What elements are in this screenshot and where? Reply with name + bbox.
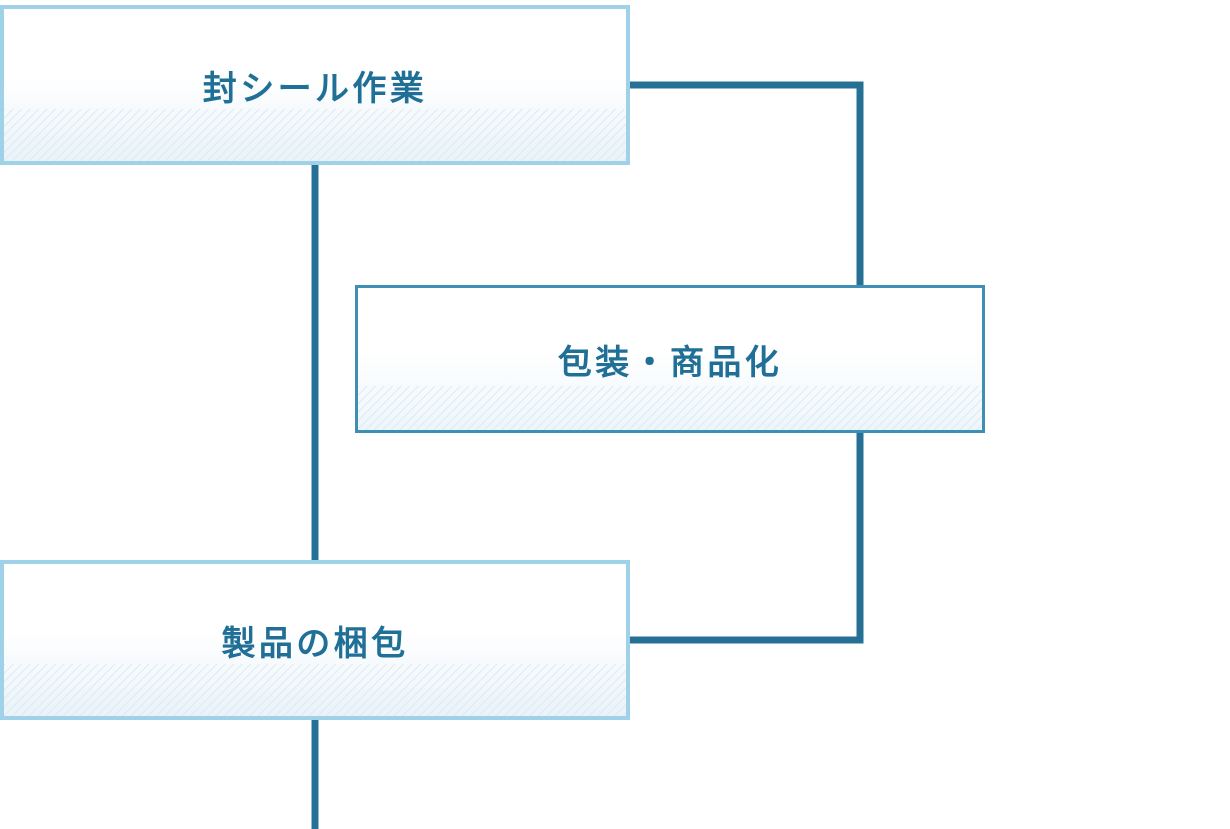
- flow-diagram: 封シール作業包装・商品化製品の梱包: [0, 0, 1230, 829]
- node-label-box: 製品の梱包: [222, 616, 409, 665]
- edge-pack-box: [630, 433, 860, 640]
- edge-seal-pack: [630, 85, 860, 285]
- node-pack: 包装・商品化: [355, 285, 985, 433]
- node-label-pack: 包装・商品化: [558, 335, 782, 384]
- node-seal: 封シール作業: [0, 5, 630, 165]
- hatch-pack: [358, 386, 982, 430]
- hatch-seal: [4, 109, 626, 161]
- node-box: 製品の梱包: [0, 560, 630, 720]
- node-label-seal: 封シール作業: [203, 61, 427, 110]
- hatch-box: [4, 664, 626, 716]
